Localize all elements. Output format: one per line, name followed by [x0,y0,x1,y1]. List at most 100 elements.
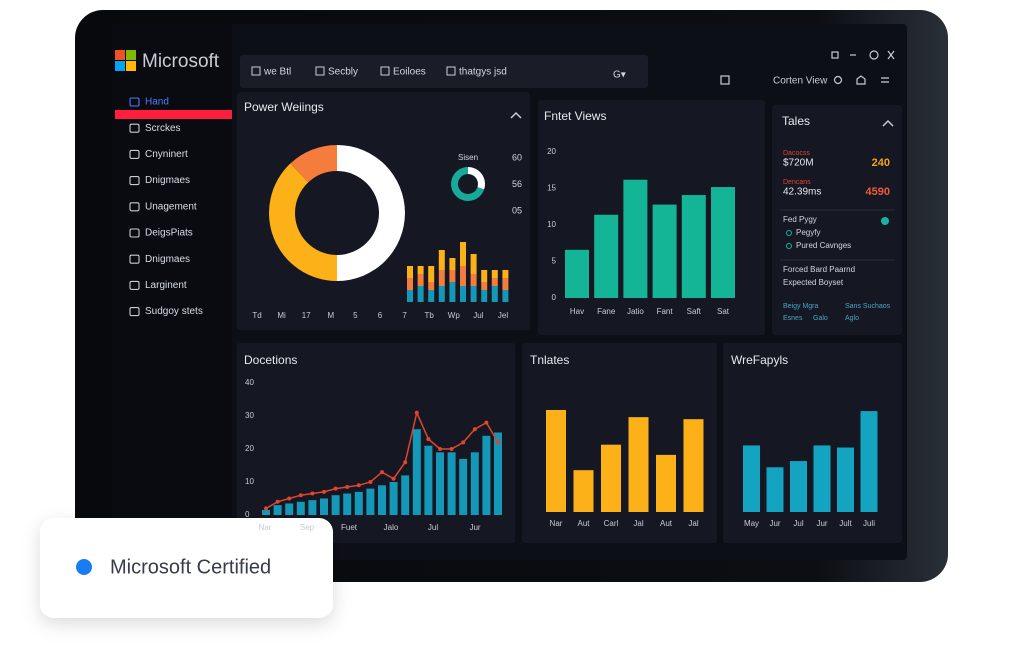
donut-segment [468,167,486,190]
nav-icon[interactable] [129,123,140,133]
x-label: Sep [300,523,315,532]
link[interactable]: Galo [813,315,828,322]
bar [482,435,491,515]
close-icon[interactable] [887,50,895,60]
link[interactable]: Esnes [783,315,803,322]
x-label: Jur [816,519,827,528]
search-icon[interactable] [833,75,843,85]
mini-bar [407,278,413,290]
x-label: Jur [769,519,780,528]
mini-bar [491,278,498,286]
badge [40,518,333,618]
stat-value: 42.39ms [783,187,821,198]
y-tick-label: 40 [245,378,254,387]
bar [378,485,386,515]
nav-item[interactable]: Unagement [145,201,197,212]
nav-item[interactable]: Dnigmaes [145,254,190,265]
x-label: Sat [717,307,730,316]
x-label: Aut [660,519,673,528]
bar [652,204,677,298]
mini-bar [470,254,477,274]
nav-item[interactable]: DeigsPiats [145,228,193,239]
bar [813,445,831,512]
mini-bar [428,266,435,282]
panel [772,105,902,335]
tab-icon[interactable] [380,66,390,76]
menu-icon[interactable] [881,77,889,83]
x-label: Aut [577,519,590,528]
logo-square [126,50,136,60]
mini-bar [460,286,466,302]
group-item: Pegyfy [796,228,820,237]
home-icon[interactable] [856,75,866,85]
trend-point [368,480,373,484]
bar [343,493,352,515]
nav-icon[interactable] [129,176,140,186]
nav-icon[interactable] [129,228,140,238]
bar [331,495,340,515]
bar [766,467,784,512]
logo-square [126,61,136,71]
bar [401,475,410,515]
panel [237,343,515,543]
nav-icon[interactable] [129,149,140,159]
note: Forced Bard Paarnd [783,265,855,274]
nav-item[interactable]: Scrckes [145,123,181,134]
bar [546,410,566,512]
nav-icon[interactable] [129,202,140,212]
mini-bar [502,290,509,302]
nav-item[interactable]: Dnigmaes [145,175,190,186]
bar [681,195,706,298]
bar [262,510,270,515]
nav-icon[interactable] [129,254,140,264]
trend-point [287,496,292,501]
y-tick-label: 0 [245,510,250,519]
tab-icon[interactable] [251,66,261,76]
x-label: Tb [425,311,435,320]
collapse-icon[interactable] [510,111,522,119]
side-value: 60 [512,152,522,162]
nav-item[interactable]: Larginent [145,280,187,291]
tab-icon[interactable] [315,66,325,76]
x-label: Td [252,311,261,320]
nav-icon[interactable] [129,280,140,290]
bar [594,214,619,298]
settings-icon[interactable] [869,50,879,60]
toolbar-icon[interactable] [720,75,730,85]
x-label: M [327,311,334,320]
y-tick-label: 20 [245,444,254,453]
x-label: Jel [498,311,508,320]
collapse-icon[interactable] [882,119,894,127]
logo-square [115,50,125,60]
view-label[interactable]: Corten View [773,76,828,87]
nav-icon[interactable] [129,307,140,317]
side-value: 56 [512,179,522,189]
nav-item[interactable]: Sudgoy stets [145,306,203,317]
trend-point [275,499,280,504]
x-label: Hav [570,307,584,316]
nav-icon[interactable] [129,97,140,107]
mini-bar [449,258,456,270]
trend-point [356,483,361,488]
y-tick-label: 30 [245,411,254,420]
nav-item[interactable]: Hand [145,97,169,108]
mini-bar [449,270,456,282]
tab-icon[interactable] [446,66,456,76]
brand: Microsoft [142,51,220,72]
link[interactable]: Sans Suchaos [845,303,891,310]
legend-label: Sisen [458,153,478,162]
y-tick-label: 5 [552,257,557,266]
mini-bar [470,274,477,286]
x-label: Jalo [384,523,399,532]
trend-point [322,489,326,494]
x-label: Fuet [341,523,358,532]
mini-bar [502,270,509,278]
stat-label: Dencans [783,179,811,186]
note: Expected Boyset [783,278,844,287]
link[interactable]: Aglo [845,315,859,322]
restore-icon[interactable] [831,51,839,59]
nav-item[interactable]: Cnyninert [145,149,188,160]
stat-value: $720M [783,158,814,169]
link[interactable]: Beigy Mgra [783,303,819,310]
mini-bar [460,242,466,266]
